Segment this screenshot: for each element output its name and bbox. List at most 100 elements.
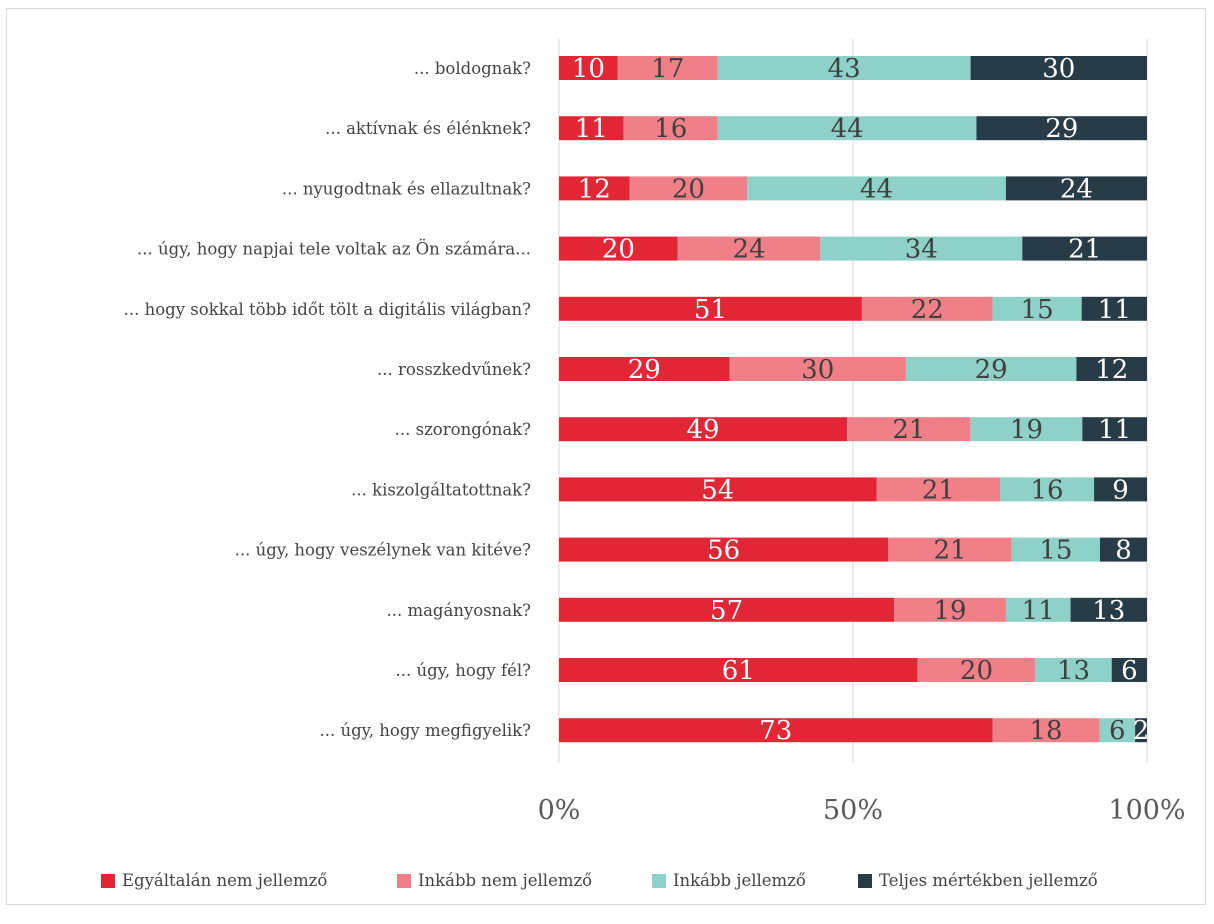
category-label: ... úgy, hogy napjai tele voltak az Ön s… — [137, 239, 531, 259]
bar-segment — [677, 236, 821, 261]
value-label: 17 — [651, 54, 684, 84]
value-label: 13 — [1057, 656, 1090, 686]
value-label: 12 — [578, 174, 611, 204]
value-label: 11 — [575, 114, 608, 144]
value-label: 11 — [1098, 295, 1131, 325]
value-label: 8 — [1115, 536, 1132, 566]
bar-segment — [1099, 718, 1136, 743]
value-label: 29 — [1045, 114, 1078, 144]
category-label: ... aktívnak és élénknek? — [325, 119, 531, 138]
bar-segment — [1070, 597, 1147, 622]
value-label: 20 — [672, 174, 705, 204]
legend-label: Teljes mértékben jellemző — [879, 871, 1098, 890]
bar-segment — [1005, 597, 1071, 622]
legend-swatch — [101, 874, 115, 888]
bar-segment — [623, 116, 718, 141]
category-label: ... úgy, hogy veszélynek van kitéve? — [235, 541, 532, 560]
bar-segment — [717, 116, 977, 141]
x-axis-tick-labels: 0% 50% 100% — [538, 795, 1186, 826]
category-label: ... úgy, hogy fél? — [396, 661, 532, 680]
value-label: 15 — [1021, 295, 1054, 325]
x-tick-label: 50% — [823, 795, 883, 826]
legend-swatch — [858, 874, 872, 888]
value-label: 6 — [1109, 716, 1126, 746]
bar-segment — [1005, 176, 1147, 201]
bar-segment — [861, 296, 993, 321]
value-label: 6 — [1121, 656, 1138, 686]
value-label: 51 — [694, 295, 727, 325]
bar-segments — [559, 56, 1147, 743]
value-label: 49 — [687, 415, 720, 445]
category-label: ... magányosnak? — [386, 601, 531, 620]
value-label: 2 — [1133, 716, 1150, 746]
gridlines — [558, 39, 1148, 763]
value-label: 9 — [1112, 475, 1129, 505]
value-label: 19 — [1010, 415, 1043, 445]
value-label: 34 — [905, 235, 938, 265]
value-label: 20 — [602, 235, 635, 265]
value-label: 24 — [733, 235, 766, 265]
value-label: 21 — [933, 536, 966, 566]
bar-segment — [559, 477, 877, 502]
bar-segment — [1011, 537, 1100, 562]
category-label: ... hogy sokkal több időt tölt a digitál… — [124, 300, 532, 319]
value-label: 13 — [1092, 596, 1125, 626]
bar-segment — [1076, 357, 1147, 381]
bar-segment — [559, 718, 993, 743]
value-label: 19 — [933, 596, 966, 626]
value-label: 44 — [831, 114, 864, 144]
value-label: 18 — [1029, 716, 1062, 746]
bar-segment — [905, 357, 1077, 381]
bar-segment — [559, 176, 630, 201]
value-label: 29 — [975, 355, 1008, 385]
bar-segment — [1035, 658, 1112, 682]
bar-segment — [747, 176, 1006, 201]
bar-segment — [820, 236, 1023, 261]
value-label: 54 — [701, 475, 734, 505]
bar-segment — [559, 658, 918, 682]
legend: Egyáltalán nem jellemző Inkább nem jellem… — [101, 871, 1098, 890]
category-label: ... boldognak? — [414, 59, 531, 78]
bar-segment — [1111, 658, 1147, 682]
value-label: 56 — [707, 536, 740, 566]
value-label: 11 — [1022, 596, 1055, 626]
bar-segment — [617, 56, 718, 80]
bar-segment — [1135, 718, 1147, 743]
bar-segment — [970, 417, 1083, 442]
value-label: 24 — [1060, 174, 1093, 204]
bar-segment — [1022, 236, 1147, 261]
bar-segment — [559, 537, 889, 562]
bar-segment — [559, 597, 895, 622]
value-label: 30 — [801, 355, 834, 385]
value-label: 30 — [1042, 54, 1075, 84]
value-label: 12 — [1095, 355, 1128, 385]
x-tick-label: 0% — [538, 795, 581, 826]
category-label: ... rosszkedvűnek? — [377, 360, 531, 379]
bar-segment — [1081, 296, 1147, 321]
category-label: ... kiszolgáltatottnak? — [351, 480, 531, 499]
value-label: 15 — [1039, 536, 1072, 566]
legend-label: Inkább jellemző — [673, 871, 806, 890]
bar-segment — [1082, 417, 1147, 442]
bar-segment — [559, 357, 730, 381]
bar-segment — [1094, 477, 1147, 502]
value-label: 73 — [759, 716, 792, 746]
value-label: 29 — [628, 355, 661, 385]
legend-label: Egyáltalán nem jellemző — [122, 871, 327, 890]
bar-segment — [876, 477, 1000, 502]
value-label: 44 — [860, 174, 893, 204]
bar-segment — [1099, 537, 1147, 562]
stacked-bar-chart: ... boldognak? ... aktívnak és élénknek?.… — [101, 39, 1186, 890]
bar-segment — [976, 116, 1147, 141]
category-label: ... nyugodtnak és ellazultnak? — [282, 179, 531, 198]
value-label: 57 — [710, 596, 743, 626]
bar-segment — [970, 56, 1147, 80]
bar-segment — [992, 296, 1082, 321]
value-label: 21 — [892, 415, 925, 445]
category-label: ... úgy, hogy megfigyelik? — [319, 721, 531, 740]
category-labels: ... boldognak? ... aktívnak és élénknek?.… — [124, 59, 532, 740]
x-tick-label: 100% — [1108, 795, 1185, 826]
bar-segment — [1000, 477, 1095, 502]
value-label: 21 — [922, 475, 955, 505]
